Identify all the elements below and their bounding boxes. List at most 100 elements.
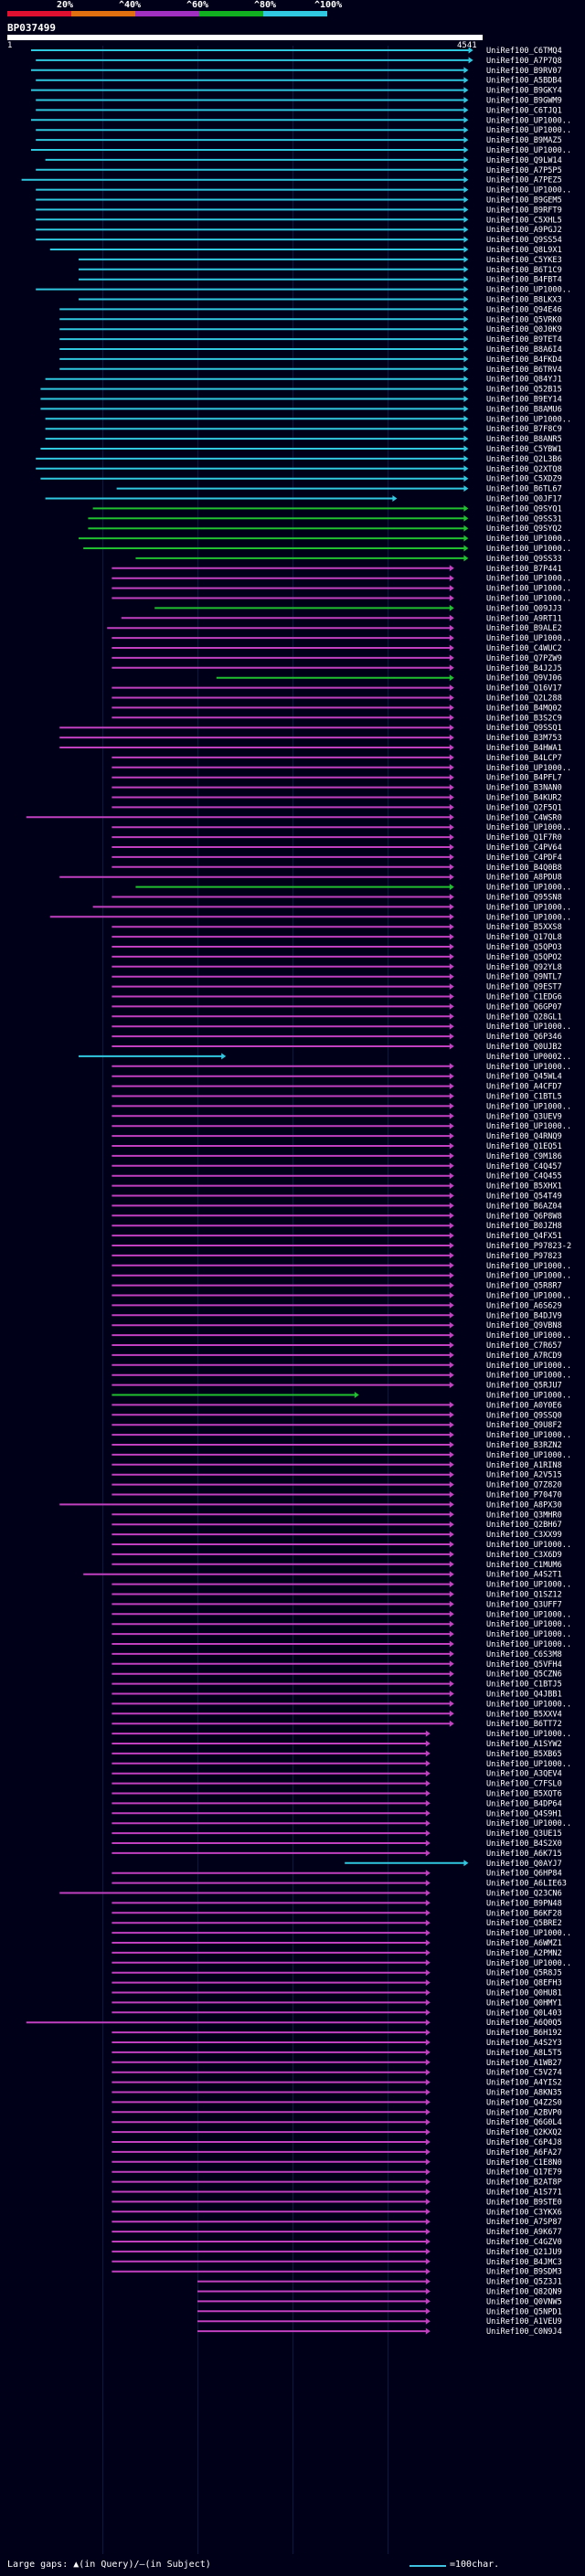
hit-id-link[interactable]: UniRef100_B9PN48 bbox=[486, 1899, 562, 1908]
hit-row[interactable]: UniRef100_UP1000.. bbox=[112, 1451, 571, 1460]
hit-row[interactable]: UniRef100_C5V274 bbox=[112, 2069, 562, 2078]
hit-row[interactable]: UniRef100_B3S2C9 bbox=[112, 714, 562, 723]
hit-row[interactable]: UniRef100_UP1000.. bbox=[112, 1610, 571, 1619]
hit-id-link[interactable]: UniRef100_A4S2T1 bbox=[486, 1571, 562, 1580]
hit-id-link[interactable]: UniRef100_UP1000.. bbox=[486, 634, 571, 643]
hit-row[interactable]: UniRef100_B4KUR2 bbox=[112, 794, 562, 803]
hit-id-link[interactable]: UniRef100_C5XDZ9 bbox=[486, 475, 562, 484]
hit-id-link[interactable]: UniRef100_B4KUR2 bbox=[486, 794, 562, 803]
hit-id-link[interactable]: UniRef100_Q5VFH4 bbox=[486, 1660, 562, 1670]
hit-id-link[interactable]: UniRef100_Q1SZ12 bbox=[486, 1591, 562, 1600]
hit-row[interactable]: UniRef100_Q9NTL7 bbox=[112, 973, 562, 982]
hit-row[interactable]: UniRef100_A3QEV4 bbox=[112, 1770, 562, 1779]
hit-row[interactable]: UniRef100_A6S629 bbox=[112, 1301, 562, 1310]
hit-id-link[interactable]: UniRef100_B6KF28 bbox=[486, 1909, 562, 1918]
hit-row[interactable]: UniRef100_UP1000.. bbox=[83, 545, 571, 554]
hit-id-link[interactable]: UniRef100_Q9NTL7 bbox=[486, 973, 562, 982]
hit-row[interactable]: UniRef100_Q9EST7 bbox=[112, 983, 562, 992]
hit-row[interactable]: UniRef100_B7P441 bbox=[112, 565, 562, 574]
hit-row[interactable]: UniRef100_Q5VRK0 bbox=[59, 315, 562, 324]
hit-row[interactable]: UniRef100_UP1000.. bbox=[112, 1392, 571, 1401]
hit-id-link[interactable]: UniRef100_C1MUM6 bbox=[486, 1561, 562, 1570]
hit-id-link[interactable]: UniRef100_B3M753 bbox=[486, 734, 562, 743]
hit-row[interactable]: UniRef100_B4J2J5 bbox=[112, 664, 562, 673]
hit-id-link[interactable]: UniRef100_C1E8N0 bbox=[486, 2158, 562, 2168]
hit-row[interactable]: UniRef100_C4GZV0 bbox=[112, 2238, 562, 2247]
hit-id-link[interactable]: UniRef100_A4CFD7 bbox=[486, 1083, 562, 1092]
hit-row[interactable]: UniRef100_B4DJV9 bbox=[112, 1311, 562, 1320]
hit-row[interactable]: UniRef100_UP1000.. bbox=[36, 126, 571, 135]
hit-id-link[interactable]: UniRef100_B5XB65 bbox=[486, 1750, 562, 1759]
hit-row[interactable]: UniRef100_Q6GP07 bbox=[112, 1002, 562, 1012]
hit-row[interactable]: UniRef100_A8KN35 bbox=[112, 2089, 562, 2098]
hit-row[interactable]: UniRef100_UP1000.. bbox=[112, 1929, 571, 1938]
hit-id-link[interactable]: UniRef100_B0JZH8 bbox=[486, 1222, 562, 1231]
hit-id-link[interactable]: UniRef100_Q2XTQ8 bbox=[486, 465, 562, 474]
hit-row[interactable]: UniRef100_B6KF28 bbox=[112, 1909, 562, 1918]
hit-row[interactable]: UniRef100_Q84YJ1 bbox=[45, 376, 562, 385]
hit-id-link[interactable]: UniRef100_A8KN35 bbox=[486, 2089, 562, 2098]
hit-id-link[interactable]: UniRef100_Q9SS54 bbox=[486, 236, 562, 245]
hit-row[interactable]: UniRef100_C0N9J4 bbox=[197, 2327, 562, 2337]
hit-row[interactable]: UniRef100_Q6P346 bbox=[112, 1033, 562, 1042]
hit-id-link[interactable]: UniRef100_Q5RJU7 bbox=[486, 1382, 562, 1391]
hit-row[interactable]: UniRef100_UP1000.. bbox=[112, 1620, 571, 1629]
hit-id-link[interactable]: UniRef100_UP1000.. bbox=[486, 1102, 571, 1111]
hit-id-link[interactable]: UniRef100_UP1000.. bbox=[486, 116, 571, 125]
hit-row[interactable]: UniRef100_Q5VFH4 bbox=[112, 1660, 562, 1670]
hit-id-link[interactable]: UniRef100_C5YBW1 bbox=[486, 445, 562, 454]
hit-row[interactable]: UniRef100_B5XB65 bbox=[112, 1750, 562, 1759]
hit-id-link[interactable]: UniRef100_P70470 bbox=[486, 1491, 562, 1500]
hit-row[interactable]: UniRef100_Q7Z820 bbox=[112, 1481, 562, 1490]
hit-row[interactable]: UniRef100_C7R657 bbox=[112, 1341, 562, 1351]
hit-id-link[interactable]: UniRef100_Q8L9X1 bbox=[486, 246, 562, 255]
hit-id-link[interactable]: UniRef100_Q5QPO3 bbox=[486, 943, 562, 952]
hit-id-link[interactable]: UniRef100_B6T1C9 bbox=[486, 266, 562, 275]
hit-id-link[interactable]: UniRef100_Q5BRE2 bbox=[486, 1919, 562, 1928]
hit-row[interactable]: UniRef100_B6H192 bbox=[112, 2029, 562, 2038]
hit-id-link[interactable]: UniRef100_UP1000.. bbox=[486, 146, 571, 155]
hit-id-link[interactable]: UniRef100_Q17QL8 bbox=[486, 933, 562, 942]
hit-id-link[interactable]: UniRef100_C1BTJ5 bbox=[486, 1680, 562, 1690]
hit-row[interactable]: UniRef100_A4CFD7 bbox=[112, 1083, 562, 1092]
hit-row[interactable]: UniRef100_Q54T49 bbox=[112, 1193, 562, 1202]
hit-row[interactable]: UniRef100_B4FKD4 bbox=[59, 355, 562, 365]
hit-id-link[interactable]: UniRef100_Q9SYQ1 bbox=[486, 504, 562, 514]
hit-row[interactable]: UniRef100_Q6G0L4 bbox=[112, 2118, 562, 2127]
hit-row[interactable]: UniRef100_B5XXV4 bbox=[112, 1710, 562, 1719]
hit-row[interactable]: UniRef100_Q1SZ12 bbox=[112, 1591, 562, 1600]
hit-id-link[interactable]: UniRef100_Q3UE15 bbox=[486, 1829, 562, 1839]
hit-id-link[interactable]: UniRef100_A6FA27 bbox=[486, 2148, 562, 2157]
hit-id-link[interactable]: UniRef100_UP0002.. bbox=[486, 1053, 571, 1062]
hit-id-link[interactable]: UniRef100_A4S2Y3 bbox=[486, 2039, 562, 2048]
hit-id-link[interactable]: UniRef100_B4FBT4 bbox=[486, 276, 562, 285]
hit-row[interactable]: UniRef100_Q9SS33 bbox=[135, 555, 562, 564]
hit-id-link[interactable]: UniRef100_B4MQ02 bbox=[486, 704, 562, 713]
hit-row[interactable]: UniRef100_C5YKE3 bbox=[79, 256, 562, 265]
hit-row[interactable]: UniRef100_A7RCD9 bbox=[112, 1352, 562, 1361]
hit-id-link[interactable]: UniRef100_B9GEM5 bbox=[486, 196, 562, 206]
hit-id-link[interactable]: UniRef100_C3YKX6 bbox=[486, 2208, 562, 2217]
hit-row[interactable]: UniRef100_A6LIE63 bbox=[112, 1880, 567, 1889]
hit-id-link[interactable]: UniRef100_Q3MHR0 bbox=[486, 1511, 562, 1520]
hit-id-link[interactable]: UniRef100_Q16V17 bbox=[486, 684, 562, 694]
hit-row[interactable]: UniRef100_Q28GL1 bbox=[112, 1012, 562, 1022]
hit-row[interactable]: UniRef100_C1BTJ5 bbox=[112, 1680, 562, 1690]
hit-id-link[interactable]: UniRef100_Q2L288 bbox=[486, 694, 562, 704]
hit-id-link[interactable]: UniRef100_Q0L403 bbox=[486, 2009, 562, 2018]
hit-row[interactable]: UniRef100_Q9SYQ1 bbox=[92, 504, 562, 514]
hit-id-link[interactable]: UniRef100_UP1000.. bbox=[486, 823, 571, 832]
hit-row[interactable]: UniRef100_Q5BRE2 bbox=[112, 1919, 562, 1928]
hit-id-link[interactable]: UniRef100_Q2F5Q1 bbox=[486, 803, 562, 812]
hit-id-link[interactable]: UniRef100_B4J2J5 bbox=[486, 664, 562, 673]
hit-row[interactable]: UniRef100_UP1000.. bbox=[112, 1292, 571, 1301]
hit-row[interactable]: UniRef100_UP1000.. bbox=[112, 1102, 571, 1111]
hit-id-link[interactable]: UniRef100_UP1000.. bbox=[486, 1063, 571, 1072]
hit-row[interactable]: UniRef100_B3M753 bbox=[59, 734, 562, 743]
hit-row[interactable]: UniRef100_C5XHL5 bbox=[36, 216, 562, 225]
hit-row[interactable]: UniRef100_A1RIN8 bbox=[112, 1461, 562, 1470]
hit-id-link[interactable]: UniRef100_Q5R8R7 bbox=[486, 1282, 562, 1291]
hit-row[interactable]: UniRef100_Q2L288 bbox=[112, 694, 562, 704]
hit-row[interactable]: UniRef100_Q5QPO2 bbox=[112, 953, 562, 962]
hit-row[interactable]: UniRef100_Q23CN6 bbox=[59, 1890, 562, 1899]
